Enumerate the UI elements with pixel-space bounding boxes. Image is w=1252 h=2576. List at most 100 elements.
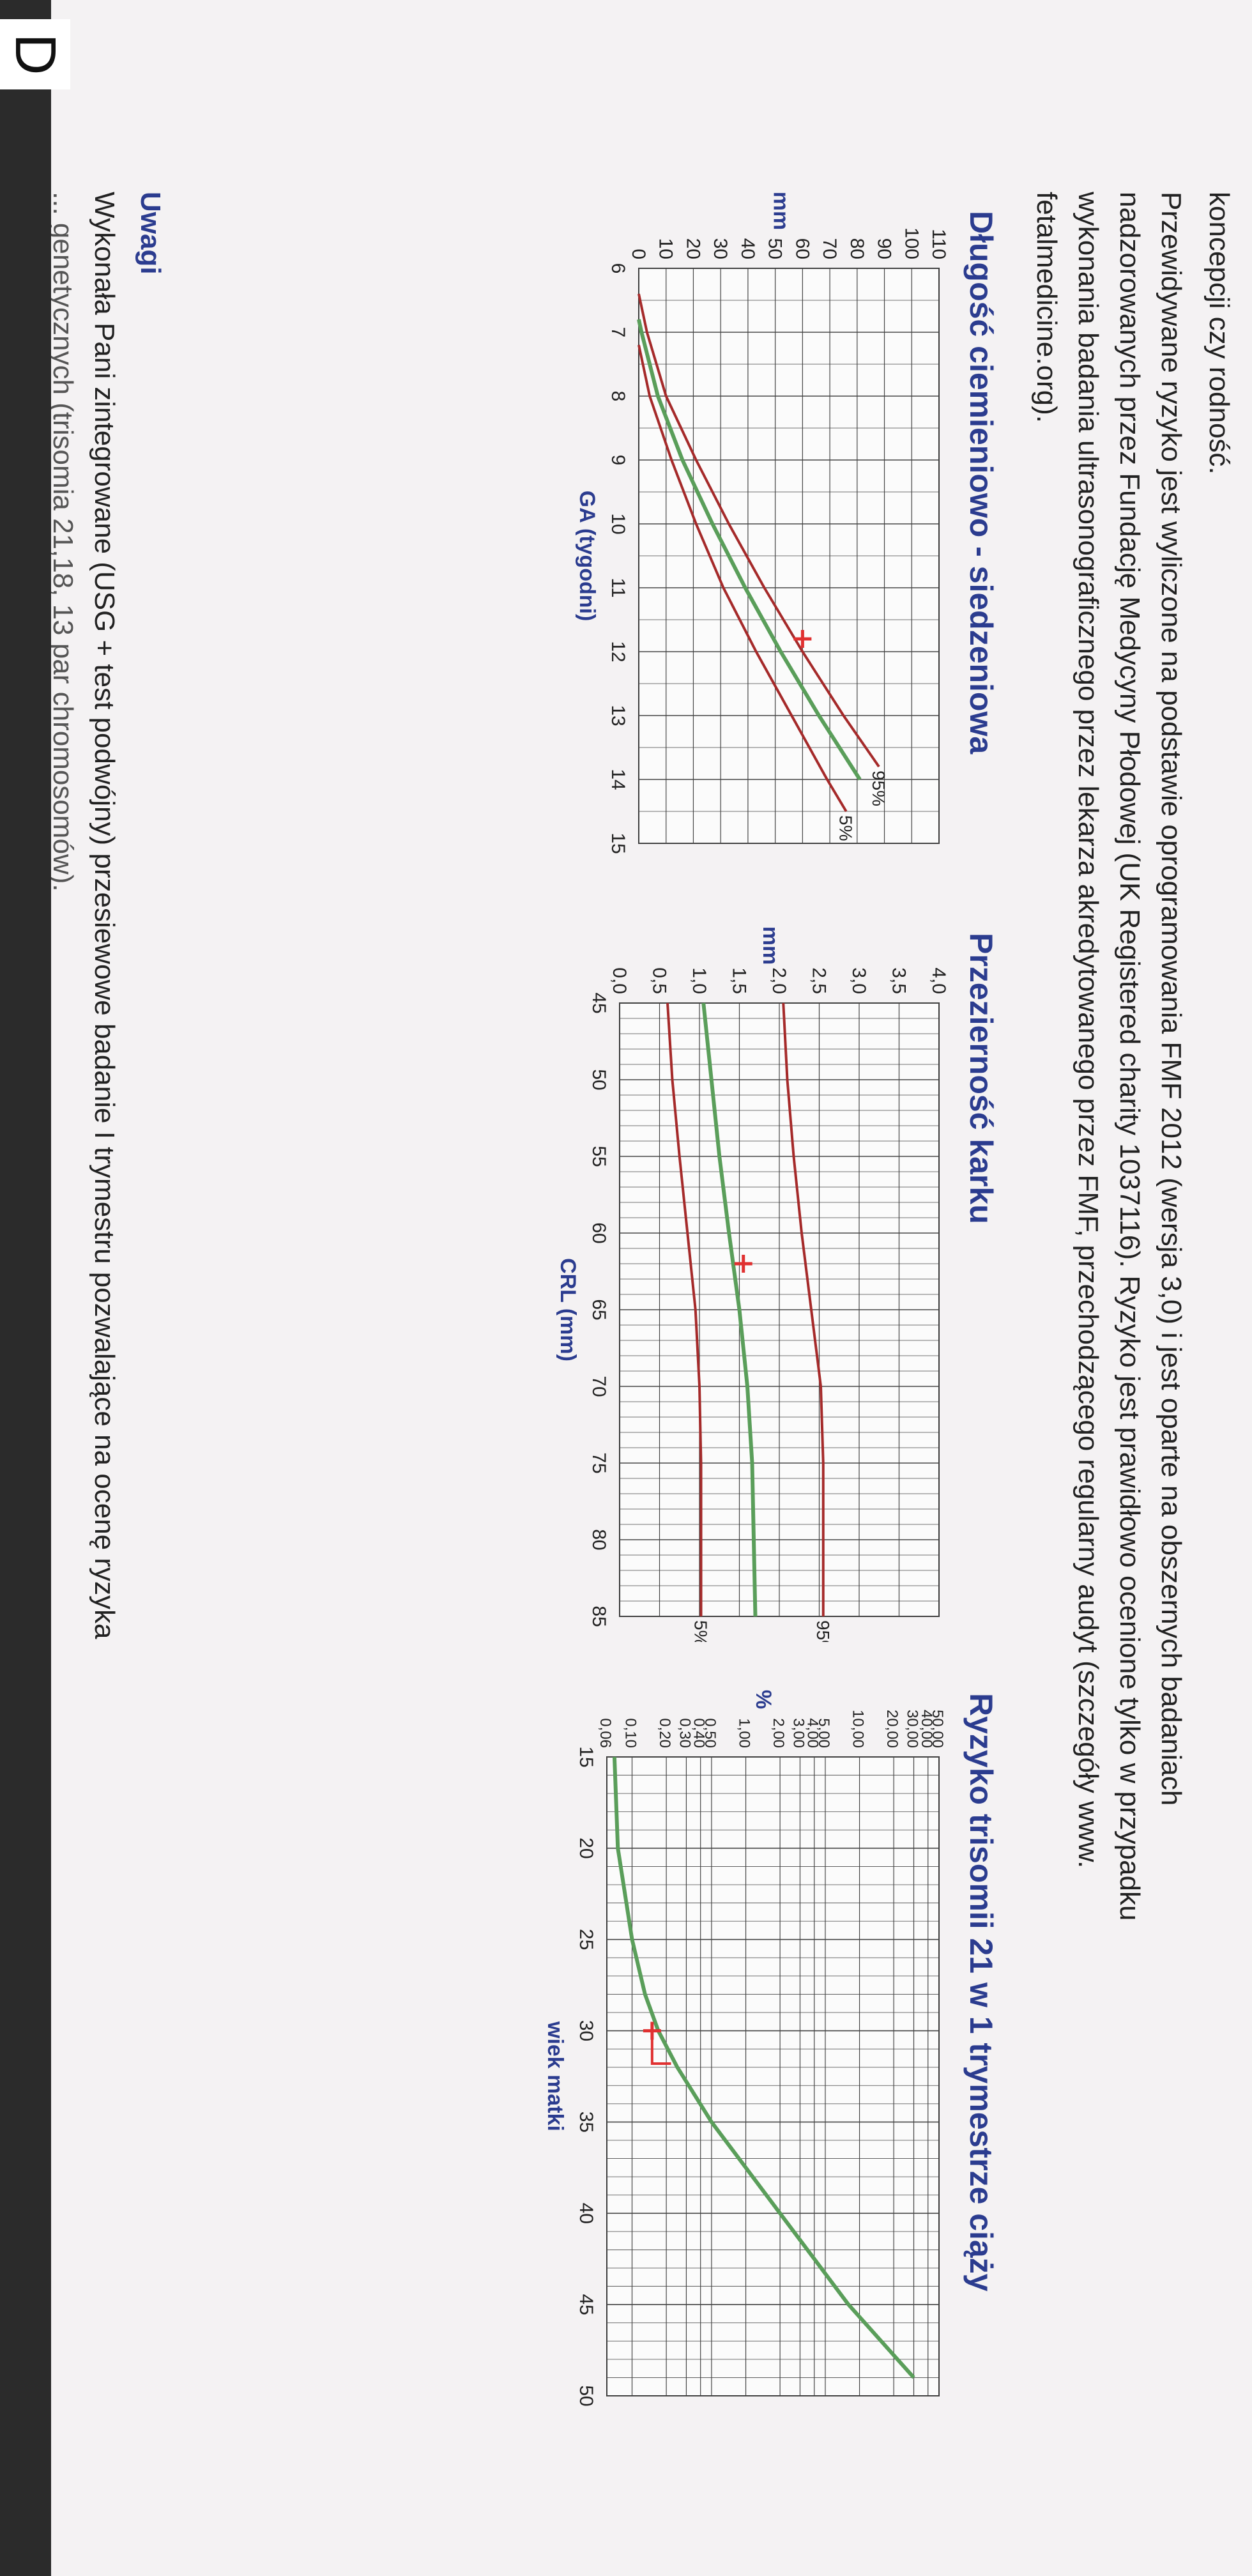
- series-line-3: [637, 344, 848, 813]
- y-tick-label: 40: [737, 238, 758, 259]
- y-tick-label: 30: [710, 238, 731, 259]
- risk-bracket: [650, 2030, 671, 2065]
- y-tick-label: 90: [874, 238, 895, 259]
- y-tick-label: 20: [682, 238, 703, 259]
- x-tick-label: 45: [576, 2294, 597, 2315]
- x-tick-label: 60: [588, 1222, 609, 1243]
- series-line-3: [666, 1002, 703, 1616]
- x-tick-label: 20: [576, 1837, 597, 1859]
- series-label: 5%: [691, 1620, 711, 1642]
- plot-area: [606, 1756, 940, 2396]
- y-tick-label: 70: [819, 238, 840, 259]
- crl-chart: 6 7 8 9 10 11 12 13 14 15 0 10 20 30 40 50 60 70 80 90 100 11…: [575, 192, 949, 854]
- x-axis-label: wiek matki: [543, 2021, 567, 2131]
- x-tick-label: 65: [588, 1299, 609, 1320]
- y-axis-label: %: [751, 1690, 775, 1709]
- y-tick-label: 2,00: [770, 1718, 787, 1748]
- y-tick-label: 3,0: [848, 967, 869, 994]
- x-tick-label: 15: [576, 1746, 597, 1767]
- paragraph-line-3: wykonania badania ultrasonograficznego p…: [1073, 192, 1104, 1869]
- series-line-1: [782, 1002, 825, 1616]
- x-tick-label: 85: [588, 1606, 609, 1627]
- y-tick-label: 3,5: [889, 967, 910, 994]
- y-tick-label: 0: [628, 249, 649, 259]
- x-tick-label: 55: [588, 1146, 609, 1167]
- y-tick-label: 0,30: [676, 1718, 693, 1748]
- x-tick-label: 12: [607, 641, 629, 662]
- y-tick-label: 2,0: [768, 967, 790, 994]
- x-tick-label: 11: [607, 578, 629, 597]
- y-tick-label: 60: [791, 238, 813, 259]
- x-tick-label: 7: [607, 327, 629, 338]
- y-axis-label: mm: [758, 926, 782, 965]
- y-axis-label: mm: [769, 192, 793, 230]
- x-tick-label: 45: [588, 992, 609, 1013]
- y-tick-label: 0,0: [609, 967, 630, 994]
- y-tick-label: 1,5: [729, 967, 750, 994]
- x-tick-label: 8: [607, 391, 629, 402]
- y-tick-label: 10: [655, 238, 676, 259]
- series-label: 5%: [836, 815, 856, 841]
- y-tick-label: 0,5: [649, 967, 670, 994]
- series-line-1: [612, 1756, 915, 2379]
- x-tick-label: 75: [588, 1452, 609, 1473]
- y-tick-label: 50: [765, 238, 786, 259]
- y-tick-label: 0,20: [656, 1718, 673, 1748]
- x-tick-label: 15: [607, 832, 629, 854]
- y-tick-label: 1,00: [736, 1718, 753, 1748]
- series-line-1: [637, 293, 880, 768]
- chart2-title: Przezierność karku: [963, 933, 999, 1224]
- y-tick-label: 1,0: [689, 967, 710, 994]
- series-label: 95%: [869, 770, 889, 806]
- y-tick-label: 0,40: [691, 1718, 708, 1748]
- y-tick-label: 5,00: [815, 1718, 832, 1748]
- x-tick-label: 14: [607, 769, 629, 790]
- y-tick-label: 3,00: [790, 1718, 807, 1748]
- chart3-title: Ryzyko trisomii 21 w 1 trymestrze ciąży: [963, 1693, 999, 2292]
- paragraph-line-2: nadzorowanych przez Fundację Medycyny Pł…: [1114, 192, 1145, 1921]
- x-tick-label: 80: [588, 1529, 609, 1550]
- x-tick-label: 50: [576, 2385, 597, 2406]
- paragraph-line-1: Przewidywane ryzyko jest wyliczone na po…: [1156, 192, 1187, 1806]
- y-tick-label: 20,00: [883, 1710, 901, 1748]
- nt-chart: 45 50 55 60 65 70 75 80 85 0,0 0,5 1,0 1,5 2,0 2,5 3,0 3…: [556, 926, 949, 1642]
- x-axis-label: CRL (mm): [556, 1258, 580, 1361]
- corner-letter: D: [0, 19, 70, 89]
- x-axis-label: GA (tygodni): [575, 491, 599, 622]
- chart1-title: Długość ciemieniowo - siedzeniowa: [963, 211, 999, 755]
- series-label: 95%: [813, 1620, 833, 1642]
- y-tick-label: 0,10: [622, 1718, 639, 1748]
- x-tick-label: 35: [576, 2112, 597, 2133]
- x-tick-label: 6: [607, 263, 629, 274]
- series-line-2: [701, 1002, 758, 1617]
- y-tick-label: 100: [901, 227, 922, 259]
- x-tick-label: 13: [607, 705, 629, 726]
- t21-risk-chart: 15 20 25 30 35 40 45 50 0,06 0,10 0,20 0,300,400,50…: [543, 1690, 946, 2407]
- y-tick-label: 0,50: [701, 1718, 719, 1748]
- x-tick-label: 9: [607, 455, 629, 466]
- y-tick-label: 110: [928, 229, 949, 259]
- y-tick-label: 80: [846, 238, 867, 259]
- notes-line-1: Wykonała Pani zintegrowane (USG + test p…: [89, 192, 120, 1639]
- y-tick-label: 30,00: [904, 1710, 921, 1748]
- series-line-2: [637, 319, 862, 781]
- x-tick-label: 30: [576, 2020, 597, 2041]
- x-tick-label: 25: [576, 1929, 597, 1950]
- x-tick-label: 70: [588, 1376, 609, 1397]
- y-tick-label: 50,00: [929, 1710, 946, 1748]
- y-tick-label: 4,00: [804, 1718, 821, 1748]
- intro-text: koncepcji czy rodność.: [1203, 192, 1235, 475]
- y-tick-label: 40,00: [918, 1710, 935, 1748]
- x-tick-label: 40: [576, 2203, 597, 2224]
- y-tick-label: 10,00: [850, 1710, 867, 1748]
- y-tick-label: 0,06: [597, 1718, 614, 1748]
- y-tick-label: 2,5: [809, 967, 830, 994]
- desk-background: [0, 0, 51, 2576]
- paragraph-line-4: fetalmedicine.org).: [1031, 192, 1062, 423]
- x-tick-label: 10: [607, 513, 629, 534]
- y-tick-label: 4,0: [928, 967, 949, 994]
- x-tick-label: 50: [588, 1069, 609, 1090]
- notes-heading: Uwagi: [135, 192, 166, 275]
